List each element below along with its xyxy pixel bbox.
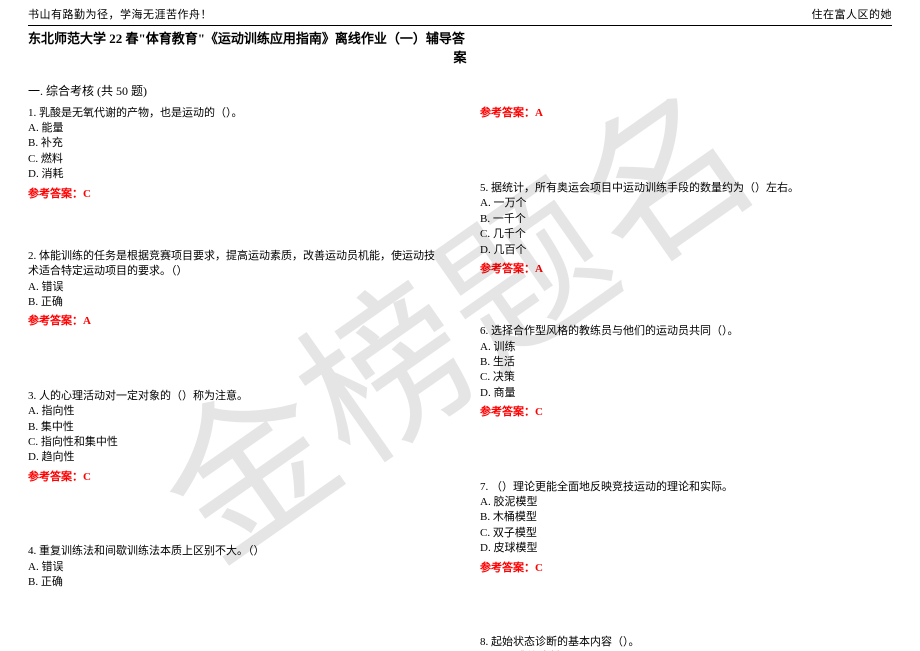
question-text: 3. 人的心理活动对一定对象的（）称为注意。 [28,389,440,404]
answer-value: A [83,315,91,327]
answer: 参考答案：A [480,106,892,121]
question-block: 5. 据统计，所有奥运会项目中运动训练手段的数量约为（）左右。 A. 一万个 B… [480,181,892,288]
option: D. 消耗 [28,167,440,182]
option: B. 正确 [28,295,440,310]
page: 金榜题名 书山有路勤为径，学海无涯苦作舟！ 住在富人区的她 东北师范大学 22 … [0,0,920,651]
answer-label: 参考答案： [28,188,83,200]
answer-label: 参考答案： [28,315,83,327]
question-text: 7. （）理论更能全面地反映竞技运动的理论和实际。 [480,480,892,495]
doc-title-line2: 案 [28,49,892,67]
answer-value: C [83,188,91,200]
doc-title-line1: 东北师范大学 22 春"体育教育"《运动训练应用指南》离线作业（一）辅导答 [28,30,892,48]
option: B. 一千个 [480,212,892,227]
option: C. 决策 [480,370,892,385]
question-text: 6. 选择合作型风格的教练员与他们的运动员共同（）。 [480,324,892,339]
answer-value: C [83,471,91,483]
option: A. 错误 [28,560,440,575]
answer-label: 参考答案： [480,406,535,418]
question-text: 1. 乳酸是无氧代谢的产物，也是运动的（）。 [28,106,440,121]
question-block: 3. 人的心理活动对一定对象的（）称为注意。 A. 指向性 B. 集中性 C. … [28,389,440,496]
option: C. 双子模型 [480,526,892,541]
header-left: 书山有路勤为径，学海无涯苦作舟！ [28,8,212,23]
option: C. 燃料 [28,152,440,167]
answer: 参考答案：C [480,405,892,420]
option: A. 错误 [28,280,440,295]
option: A. 一万个 [480,196,892,211]
answer-value: C [535,406,543,418]
question-text: 4. 重复训练法和间歇训练法本质上区别不大。（） [28,544,440,559]
option: D. 几百个 [480,243,892,258]
section-heading: 一. 综合考核 (共 50 题) [28,83,892,100]
answer: 参考答案：A [28,314,440,329]
answer-label: 参考答案： [480,562,535,574]
top-bar: 书山有路勤为径，学海无涯苦作舟！ 住在富人区的她 [28,8,892,26]
option: D. 趋向性 [28,450,440,465]
answer: 参考答案：C [480,561,892,576]
question-text: 2. 体能训练的任务是根据竞赛项目要求，提高运动素质，改善运动员机能，使运动技术… [28,249,440,280]
right-column: 参考答案：A 5. 据统计，所有奥运会项目中运动训练手段的数量约为（）左右。 A… [480,106,892,651]
answer-value: A [535,263,543,275]
question-block: 7. （）理论更能全面地反映竞技运动的理论和实际。 A. 胶泥模型 B. 木桶模… [480,480,892,587]
option: C. 几千个 [480,227,892,242]
answer: 参考答案：C [28,470,440,485]
option: A. 胶泥模型 [480,495,892,510]
option: A. 指向性 [28,404,440,419]
columns: 1. 乳酸是无氧代谢的产物，也是运动的（）。 A. 能量 B. 补充 C. 燃料… [28,106,892,651]
answer-label: 参考答案： [28,471,83,483]
left-column: 1. 乳酸是无氧代谢的产物，也是运动的（）。 A. 能量 B. 补充 C. 燃料… [28,106,440,651]
question-block: 4. 重复训练法和间歇训练法本质上区别不大。（） A. 错误 B. 正确 [28,544,440,590]
header-right: 住在富人区的她 [812,8,893,23]
option: B. 生活 [480,355,892,370]
question-block: 1. 乳酸是无氧代谢的产物，也是运动的（）。 A. 能量 B. 补充 C. 燃料… [28,106,440,213]
answer-label: 参考答案： [480,107,535,119]
answer-value: C [535,562,543,574]
answer-label: 参考答案： [480,263,535,275]
option: B. 木桶模型 [480,510,892,525]
option: B. 正确 [28,575,440,590]
question-block: 2. 体能训练的任务是根据竞赛项目要求，提高运动素质，改善运动员机能，使运动技术… [28,249,440,341]
answer-value: A [535,107,543,119]
option: B. 集中性 [28,420,440,435]
option: A. 训练 [480,340,892,355]
option: A. 能量 [28,121,440,136]
answer: 参考答案：C [28,187,440,202]
option: D. 商量 [480,386,892,401]
option: D. 皮球模型 [480,541,892,556]
option: C. 指向性和集中性 [28,435,440,450]
question-text: 8. 起始状态诊断的基本内容（）。 [480,635,892,650]
question-text: 5. 据统计，所有奥运会项目中运动训练手段的数量约为（）左右。 [480,181,892,196]
question-block: 6. 选择合作型风格的教练员与他们的运动员共同（）。 A. 训练 B. 生活 C… [480,324,892,431]
question-block: 8. 起始状态诊断的基本内容（）。 A. 运动成绩诊断 B. 竞技能力诊断 [480,635,892,651]
answer: 参考答案：A [480,262,892,277]
option: B. 补充 [28,136,440,151]
